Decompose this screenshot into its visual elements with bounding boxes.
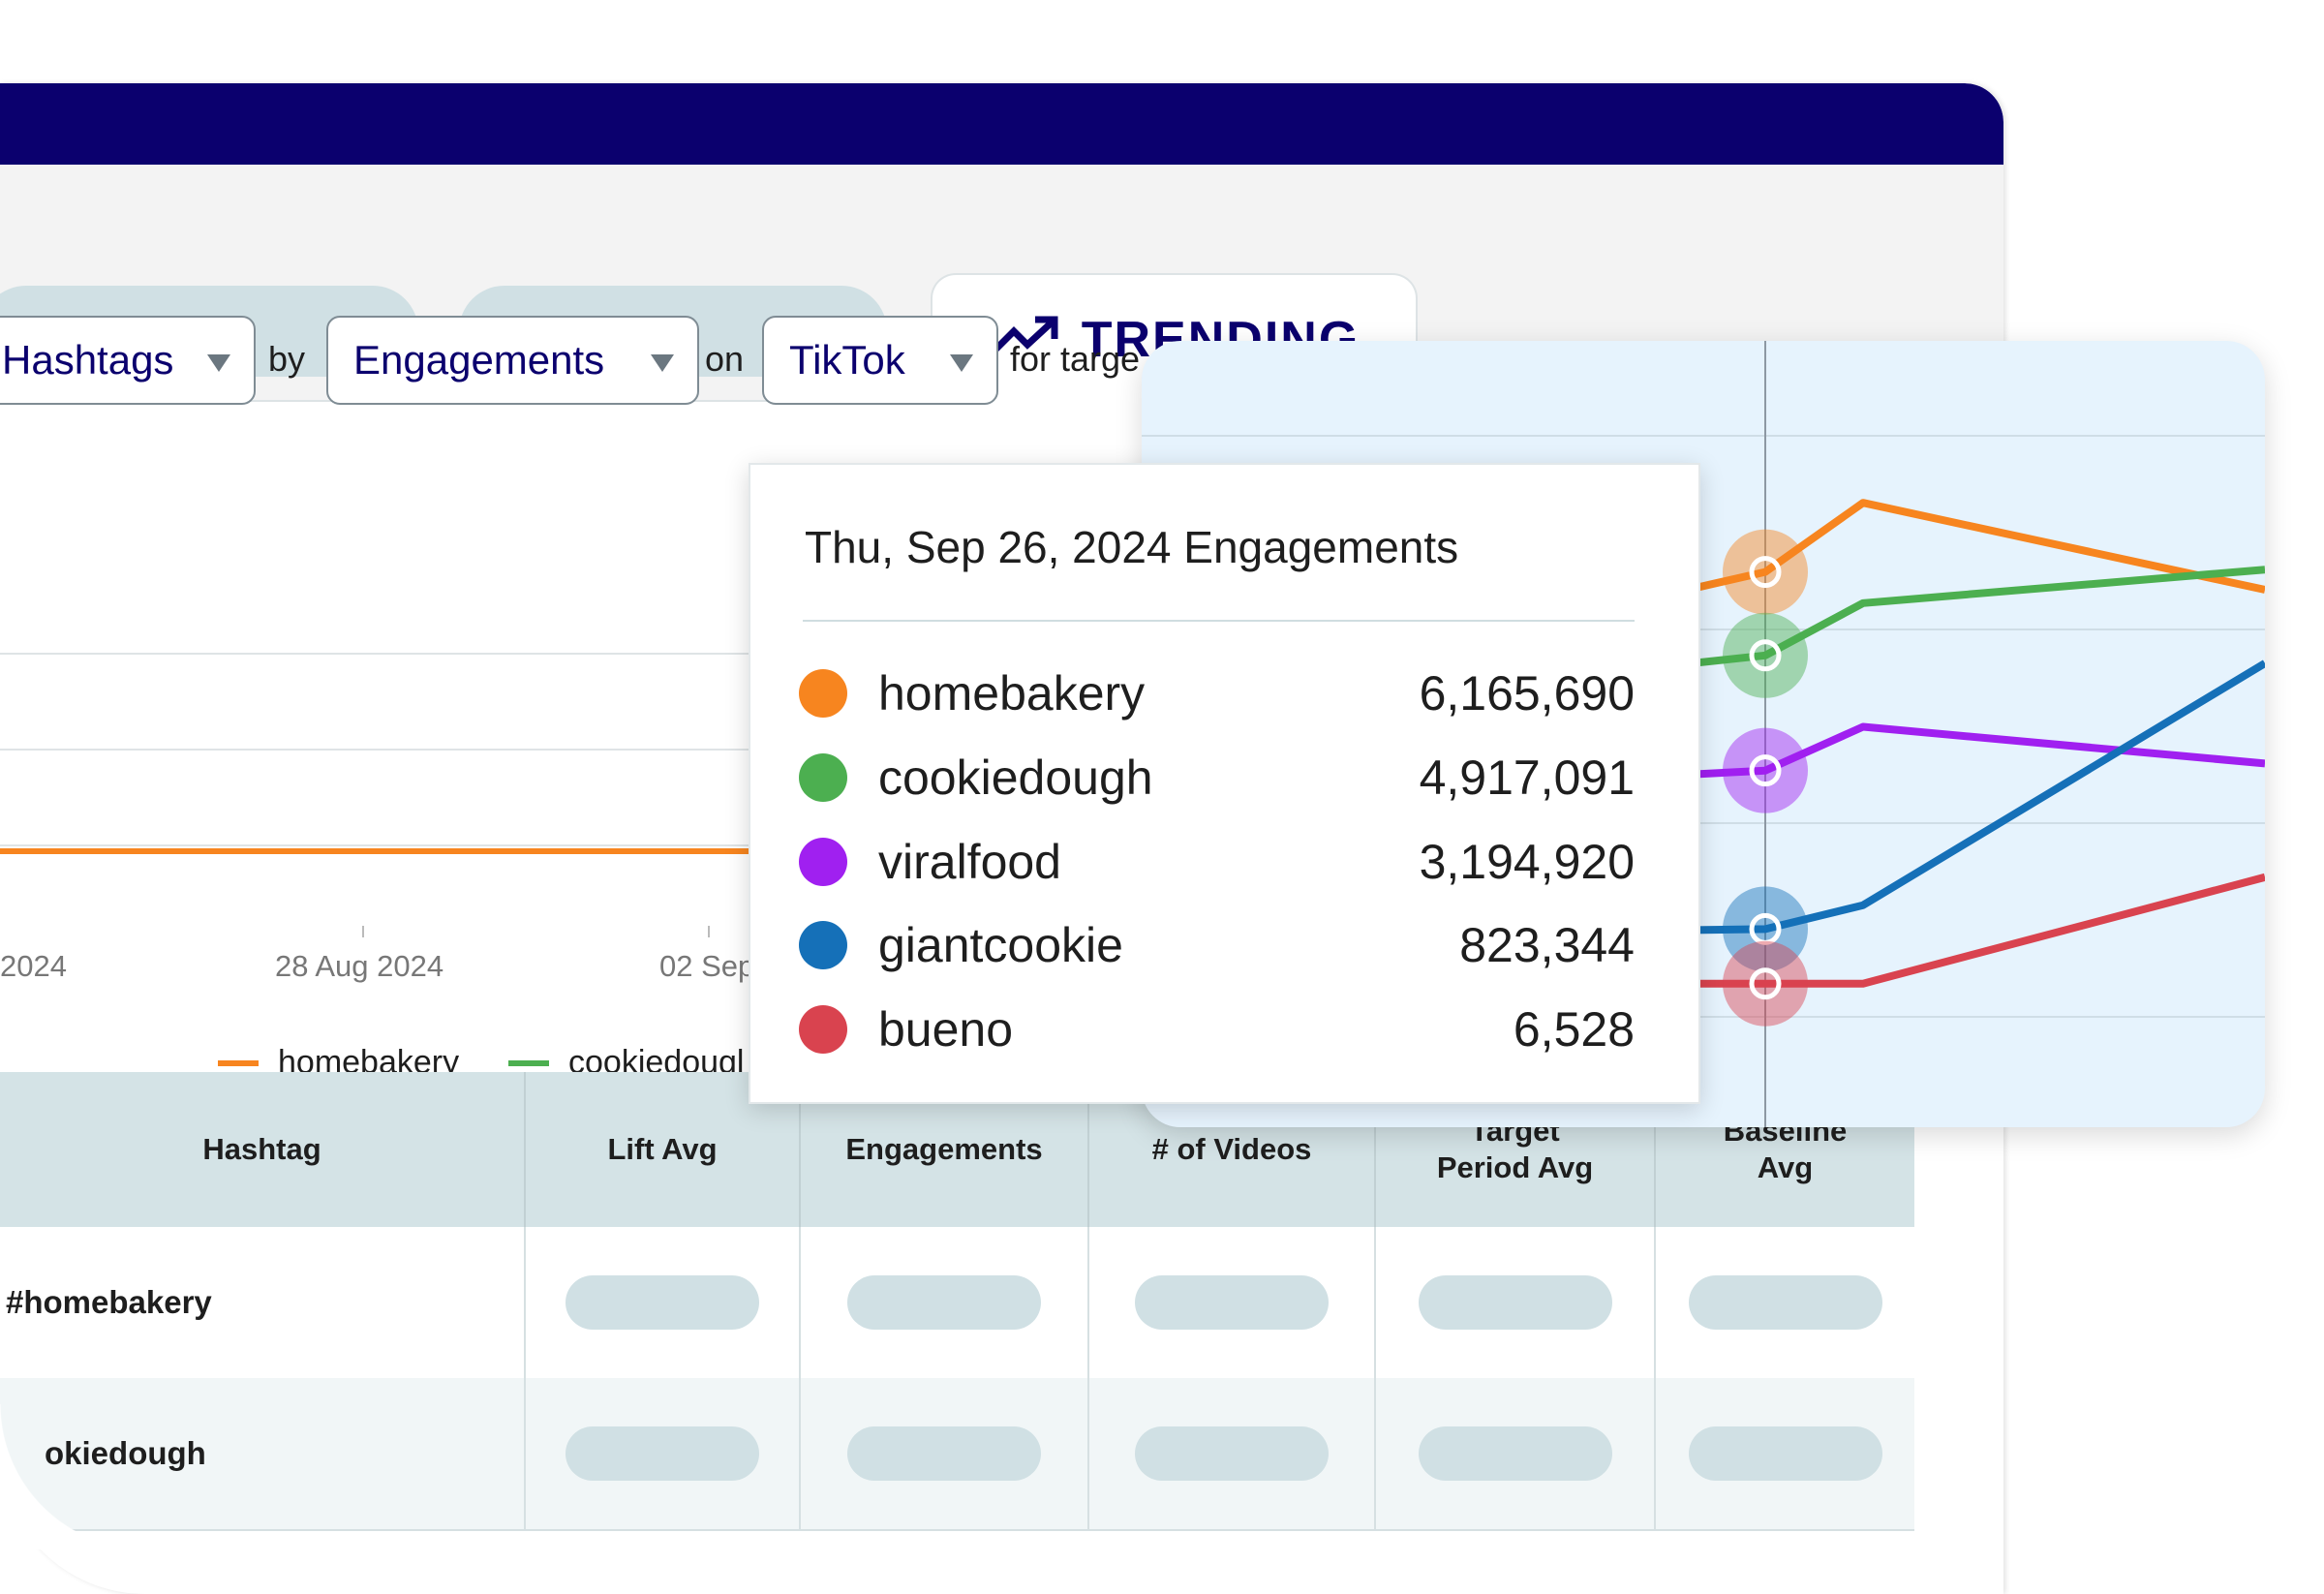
baseline-avg-cell [1656, 1378, 1914, 1529]
on-label: on [705, 339, 745, 379]
tooltip-title: Thu, Sep 26, 2024 Engagements [805, 522, 1459, 572]
value-placeholder [1688, 1275, 1882, 1330]
series-value: 6,528 [1513, 1002, 1635, 1057]
homebakery-hover-halo [1723, 529, 1808, 615]
viralfood-hover-point [1749, 754, 1782, 787]
x-tick-label: 2024 [0, 949, 67, 983]
hashtag-cell: #homebakery [0, 1227, 526, 1378]
platform-select[interactable]: TikTok [762, 316, 998, 405]
legend-swatch [508, 1059, 549, 1066]
for-label: for targe [1010, 339, 1141, 379]
trending-up-icon [989, 316, 1058, 363]
x-tick-label: 02 Sep [659, 949, 755, 983]
value-placeholder [1688, 1426, 1882, 1481]
grid-line [0, 749, 775, 751]
bueno-hover-point [1749, 967, 1782, 1000]
value-placeholder [566, 1275, 759, 1330]
cookiedough-hover-halo [1723, 612, 1808, 698]
series-name: viralfood [878, 835, 1061, 889]
series-value: 823,344 [1459, 918, 1635, 972]
chevron-down-icon [950, 354, 973, 372]
lift-avg-cell [526, 1378, 801, 1529]
chart-tooltip: Thu, Sep 26, 2024 Engagements homebakery… [749, 463, 1700, 1104]
metric-type-value: Hashtags [2, 337, 174, 383]
value-placeholder [1135, 1275, 1329, 1330]
target-period-avg-cell [1376, 1227, 1656, 1378]
value-placeholder [1418, 1426, 1612, 1481]
series-name: cookiedough [878, 751, 1153, 805]
x-tick-label: 28 Aug 2024 [275, 949, 444, 983]
series-name: giantcookie [878, 918, 1123, 972]
value-placeholder [566, 1426, 759, 1481]
giantcookie-hover-point [1749, 912, 1782, 945]
series-color-dot [799, 1005, 847, 1054]
tooltip-row: giantcookie 823,344 [799, 916, 1635, 974]
title-bar [0, 83, 2003, 165]
platform-value: TikTok [789, 337, 905, 383]
series-color-dot [799, 669, 847, 718]
chevron-down-icon [651, 354, 674, 372]
series-value: 6,165,690 [1419, 666, 1635, 720]
lift-avg-cell [526, 1227, 801, 1378]
series-color-dot [799, 838, 847, 886]
homebakery-hover-point [1749, 556, 1782, 589]
table-row[interactable]: #homebakery [0, 1227, 1914, 1380]
viralfood-hover-halo [1723, 727, 1808, 813]
giantcookie-hover-halo [1723, 886, 1808, 972]
value-placeholder [847, 1426, 1041, 1481]
tooltip-row: viralfood 3,194,920 [799, 833, 1635, 891]
chevron-down-icon [207, 354, 230, 372]
series-value: 4,917,091 [1419, 751, 1635, 805]
engagements-cell [801, 1227, 1089, 1378]
engagements-cell [801, 1378, 1089, 1529]
legend-swatch [218, 1059, 259, 1066]
series-color-dot [799, 753, 847, 802]
cookiedough-hover-point [1749, 639, 1782, 672]
series-name: bueno [878, 1002, 1014, 1057]
x-tick-mark [362, 926, 364, 937]
bueno-hover-halo [1723, 940, 1808, 1027]
x-tick-mark [708, 926, 710, 937]
series-value: 3,194,920 [1419, 835, 1635, 889]
by-label: by [268, 339, 306, 379]
tooltip-divider [803, 620, 1635, 622]
tooltip-row: cookiedough 4,917,091 [799, 749, 1635, 807]
series-color-dot [799, 921, 847, 969]
homebakery-series-line [0, 848, 755, 854]
value-placeholder [1135, 1426, 1329, 1481]
value-placeholder [847, 1275, 1041, 1330]
videos-cell [1089, 1378, 1376, 1529]
tooltip-row: bueno 6,528 [799, 1000, 1635, 1058]
videos-cell [1089, 1227, 1376, 1378]
header-line: Period Avg [1436, 1150, 1594, 1184]
window-corner-mask [0, 1404, 145, 1549]
value-placeholder [1418, 1275, 1612, 1330]
measure-select[interactable]: Engagements [326, 316, 699, 405]
metric-type-select[interactable]: Hashtags [0, 316, 256, 405]
column-header-hashtag[interactable]: Hashtag [0, 1072, 526, 1227]
table-row[interactable]: okiedough [0, 1378, 1914, 1531]
grid-line [0, 844, 775, 846]
target-period-avg-cell [1376, 1378, 1656, 1529]
grid-line [0, 653, 775, 655]
tooltip-row: homebakery 6,165,690 [799, 664, 1635, 722]
series-name: homebakery [878, 666, 1146, 720]
header-line: Avg [1757, 1150, 1814, 1184]
measure-value: Engagements [353, 337, 605, 383]
baseline-avg-cell [1656, 1227, 1914, 1378]
